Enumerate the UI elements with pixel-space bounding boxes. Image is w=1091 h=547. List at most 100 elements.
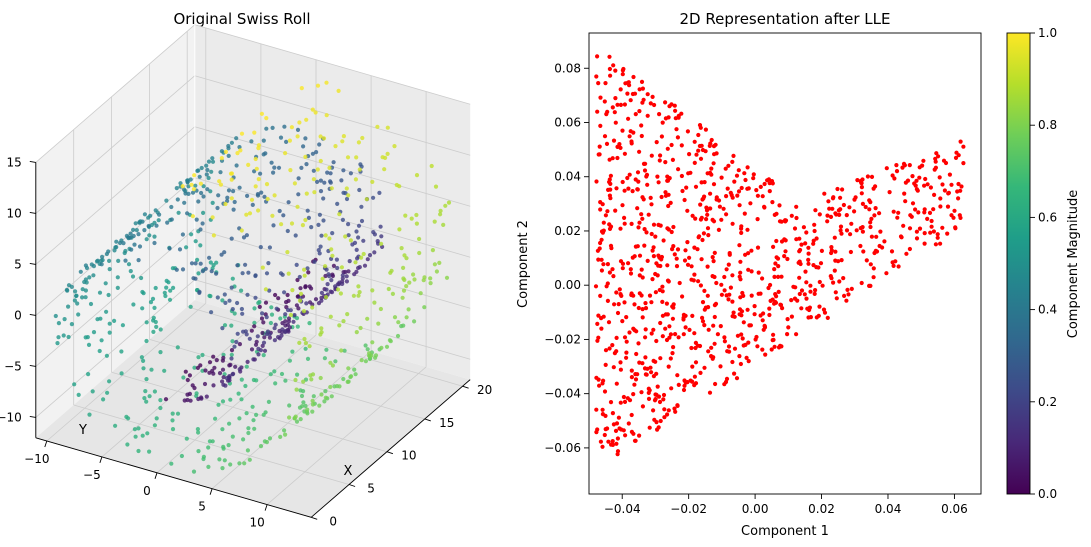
swiss-roll-point [113,423,118,428]
swiss-roll-point [380,155,385,160]
swiss-roll-point [335,265,340,271]
lle-point [903,199,908,204]
swiss-roll-point [146,223,151,229]
swiss-roll-point [72,298,77,303]
swiss-roll-point [210,200,215,205]
lle-point [668,356,673,361]
swiss-roll-point [253,156,258,162]
swiss-roll-point [66,334,71,340]
swiss-roll-point [244,364,249,369]
x-tick-label-3d: 10 [249,516,264,530]
z-tick-label-3d: 10 [7,206,22,220]
swiss-roll-point [407,280,412,285]
swiss-roll-point [323,233,328,238]
swiss-roll-point [387,338,392,343]
lle-point [913,207,918,212]
lle-point [811,241,816,246]
swiss-roll-point [301,400,306,405]
lle-point [671,305,676,310]
lle-point [673,332,678,337]
lle-point [826,199,831,204]
lle-point [697,234,702,239]
lle-point [755,193,761,198]
lle-point [748,323,754,328]
lle-point [673,409,678,414]
lle-point [601,220,606,225]
lle-point [713,381,718,387]
swiss-roll-point [217,457,222,462]
lle-point [710,255,715,260]
swiss-roll-point [329,186,334,191]
swiss-roll-point [276,335,281,340]
swiss-roll-point [199,190,204,196]
swiss-roll-point [365,347,370,352]
swiss-roll-point [325,282,330,287]
swiss-roll-point [144,237,149,242]
lle-point [833,258,838,263]
lle-point [937,175,942,180]
swiss-roll-point [252,169,257,174]
swiss-roll-point [74,293,79,299]
swiss-roll-point [234,136,239,141]
swiss-roll-point [220,326,225,331]
lle-point [705,212,710,217]
swiss-roll-point [278,135,284,140]
lle-point [868,220,873,225]
swiss-roll-point [414,173,420,178]
swiss-roll-point [346,233,351,238]
swiss-roll-point [268,320,273,326]
swiss-roll-point [417,250,422,256]
swiss-roll-point [228,462,233,467]
lle-point [806,245,811,250]
lle-point [676,335,681,340]
z-tick [29,211,36,214]
lle-point [841,202,847,208]
lle-y-tick-label: 0.06 [554,115,581,129]
z-gridline [194,279,471,360]
swiss-roll-point [344,196,350,202]
lle-point [622,221,627,226]
swiss-roll-point [385,125,390,130]
swiss-roll-point [438,208,443,213]
swiss-roll-point [319,330,324,335]
swiss-roll-point [291,319,296,324]
lle-point [598,123,603,128]
swiss-roll-point [149,367,154,372]
swiss-roll-point [330,273,335,279]
swiss-roll-point [243,262,248,267]
swiss-roll-point [294,419,300,424]
lle-point [672,252,677,257]
lle-point [706,349,711,354]
lle-point [602,99,607,104]
swiss-roll-point [310,107,315,112]
swiss-roll-point [373,353,379,358]
lle-point [816,313,821,318]
swiss-roll-point [409,216,414,221]
swiss-roll-point [240,271,245,276]
swiss-roll-point [99,338,104,343]
swiss-roll-point [268,372,273,377]
swiss-roll-point [290,349,295,354]
lle-point [932,192,937,197]
swiss-roll-point [229,285,234,290]
swiss-roll-point [344,279,349,284]
swiss-roll-point [269,305,274,310]
lle-point [608,187,613,192]
swiss-roll-point [196,355,201,360]
swiss-roll-point [180,232,185,237]
lle-point [719,217,724,222]
lle-point [734,376,740,381]
swiss-roll-point [136,232,141,237]
lle-point [603,81,608,86]
lle-point [653,234,658,239]
lle-point [670,351,675,356]
swiss-roll-point [179,453,184,459]
swiss-roll-point [282,124,287,129]
swiss-roll-point [150,296,156,301]
lle-point [712,303,718,308]
swiss-roll-point [340,276,345,281]
lle-point [874,234,879,239]
swiss-roll-point [209,310,214,315]
y-gridline [187,306,463,387]
